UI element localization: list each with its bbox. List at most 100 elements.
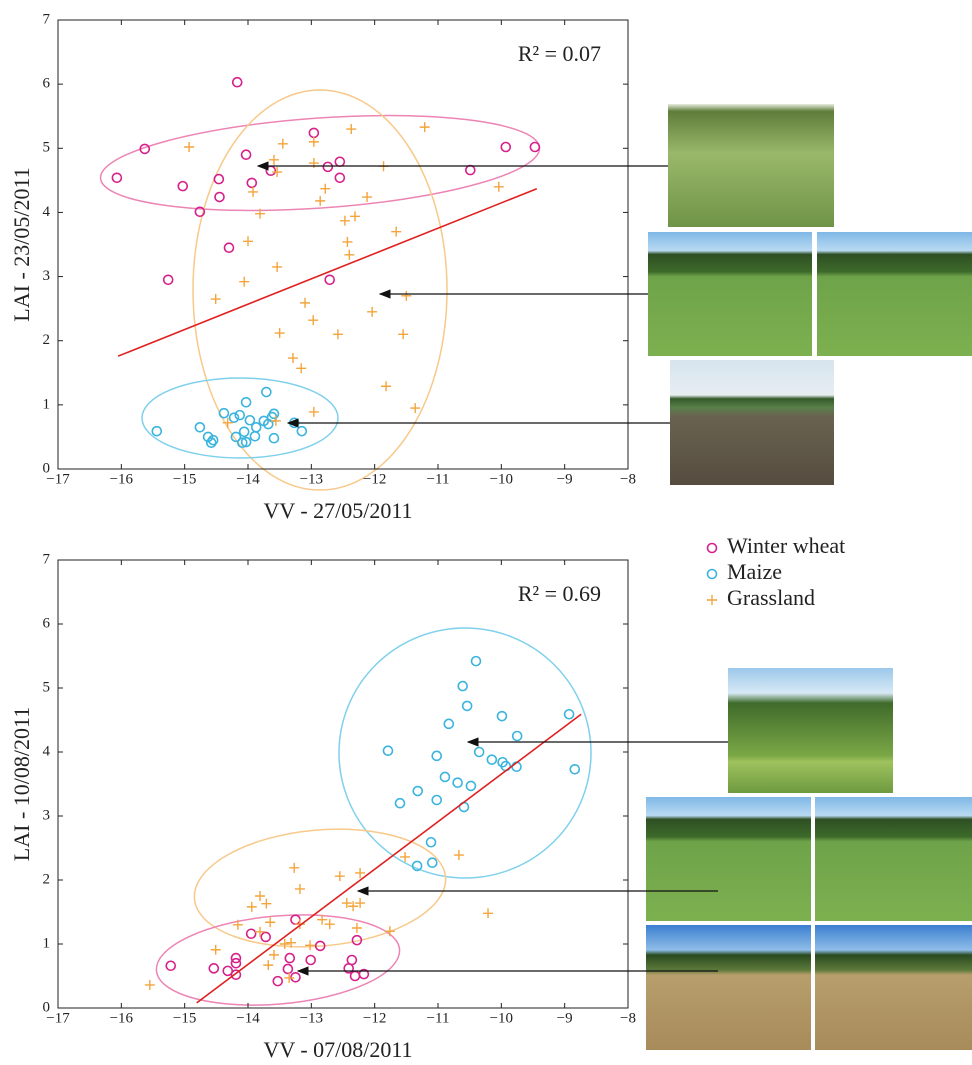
point (240, 436, 252, 448)
photo-wheat (646, 925, 811, 1050)
grassland-point (184, 142, 195, 153)
grassland-point (255, 891, 266, 901)
legend-marker (706, 542, 718, 554)
point (162, 274, 174, 286)
point (426, 857, 438, 869)
point (308, 127, 320, 139)
plot-frame (57, 559, 629, 1009)
y-tick-label: 7 (43, 11, 51, 27)
grassland-point (243, 236, 253, 247)
grassland-point (355, 898, 366, 909)
x-tick-label: −12 (363, 471, 386, 487)
photos (646, 104, 972, 1050)
grassland-point (308, 136, 319, 147)
point (208, 963, 220, 974)
grassland-point (255, 926, 266, 937)
point (314, 940, 326, 952)
grassland-point (419, 122, 430, 133)
point (349, 970, 361, 982)
grassland-point (232, 919, 243, 930)
photo-grassland (646, 797, 811, 921)
point (231, 76, 243, 88)
y-tick-label: 1 (43, 396, 51, 412)
point (240, 149, 252, 160)
point (411, 860, 423, 872)
point (234, 409, 246, 421)
point (244, 414, 256, 426)
x-tick-label: −11 (427, 1010, 450, 1026)
grassland-point (248, 186, 259, 197)
point (500, 141, 512, 153)
grassland-point (305, 940, 316, 951)
ellipse (338, 627, 592, 879)
point (290, 914, 301, 925)
x-tick-label: −13 (300, 1010, 323, 1026)
point (464, 164, 476, 176)
point (296, 425, 308, 437)
grassland-point (274, 328, 285, 339)
grassland-point (493, 181, 504, 192)
grassland-point (289, 862, 300, 873)
point (382, 745, 394, 757)
grassland-point (300, 297, 310, 308)
point (194, 422, 206, 433)
x-tick-label: −10 (490, 471, 513, 487)
point (268, 432, 280, 444)
point (569, 763, 581, 775)
y-tick-label: 6 (43, 615, 51, 631)
point (222, 965, 234, 977)
legend-label: Maize (727, 559, 782, 584)
ellipse (141, 377, 339, 459)
point (245, 928, 257, 940)
x-tick-label: −15 (173, 1010, 196, 1026)
grassland-point (339, 215, 350, 226)
grassland-point (272, 167, 283, 178)
y-tick-label: 2 (43, 871, 51, 887)
y-axis-label: LAI - 23/05/2011 (9, 167, 34, 321)
point (218, 407, 230, 419)
grassland-point (401, 290, 412, 301)
x-tick-label: −14 (236, 1010, 260, 1026)
grassland-point (355, 867, 366, 878)
grassland-point (332, 329, 343, 340)
grassland-point (398, 329, 409, 340)
point (237, 437, 248, 449)
y-tick-label: 3 (43, 268, 51, 284)
photo-maize (728, 668, 893, 793)
legend-marker (706, 568, 718, 580)
grassland-point (348, 901, 359, 912)
grassland-point (381, 381, 392, 392)
point (511, 730, 523, 742)
point (529, 141, 541, 153)
grassland-point (384, 926, 395, 937)
grassland-point (320, 183, 331, 194)
annotation: R² = 0.07 (518, 41, 601, 66)
x-tick-label: −9 (557, 1010, 573, 1026)
point (351, 934, 363, 946)
x-axis-label: VV - 27/05/2011 (263, 498, 412, 523)
photo-grassland (648, 232, 812, 356)
x-tick-label: −17 (46, 1010, 70, 1026)
point (261, 386, 272, 398)
point (111, 172, 123, 184)
point (230, 957, 242, 969)
y-tick-label: 4 (43, 743, 51, 759)
legend-label: Winter wheat (727, 533, 845, 558)
point (268, 408, 280, 420)
point (265, 165, 277, 177)
grassland-point (308, 406, 319, 417)
grassland-point (270, 415, 281, 426)
grassland-point (222, 417, 233, 428)
grassland-point (296, 363, 307, 374)
point (260, 931, 272, 943)
point (230, 969, 242, 981)
grassland-point (341, 898, 352, 909)
grassland-point (453, 850, 464, 861)
point (249, 430, 261, 442)
grassland-point (344, 249, 355, 260)
point (213, 173, 225, 185)
point (461, 700, 473, 712)
grassland-point (315, 195, 326, 206)
grassland-point (210, 944, 221, 955)
x-tick-label: −16 (110, 1010, 134, 1026)
